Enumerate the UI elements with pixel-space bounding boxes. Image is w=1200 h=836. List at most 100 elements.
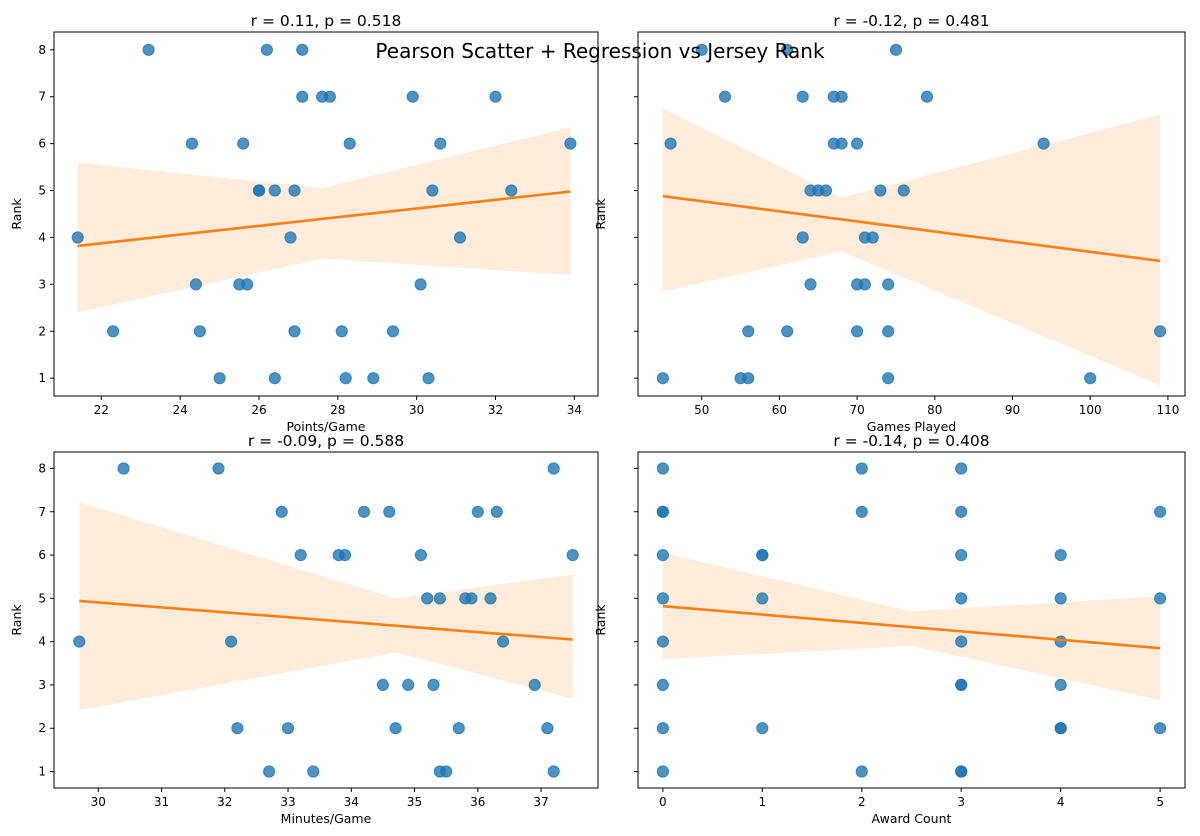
data-point	[955, 635, 968, 648]
x-tick-label: 33	[280, 795, 295, 809]
y-tick-label: 8	[38, 461, 46, 475]
data-point	[656, 592, 670, 605]
subplot-title: r = 0.11, p = 0.518	[251, 12, 402, 30]
data-point	[263, 765, 276, 778]
data-point	[296, 43, 309, 56]
axes-frame	[637, 451, 1186, 789]
data-point	[440, 765, 453, 778]
data-point	[241, 278, 254, 291]
data-point	[225, 635, 238, 648]
data-point	[656, 635, 670, 648]
data-point	[73, 635, 86, 648]
x-tick-label: 2	[858, 795, 866, 809]
data-point	[307, 765, 320, 778]
data-point	[323, 90, 336, 103]
x-tick-label: 30	[91, 795, 106, 809]
data-point	[497, 635, 510, 648]
data-point	[920, 90, 934, 103]
x-tick-label: 31	[154, 795, 169, 809]
x-tick-label: 24	[173, 403, 188, 417]
data-point	[71, 231, 84, 244]
x-tick-label: 28	[330, 403, 345, 417]
y-tick-label: 8	[38, 43, 46, 57]
data-point	[851, 137, 864, 150]
data-point	[882, 372, 895, 385]
y-tick-label: 7	[38, 90, 46, 104]
data-point	[452, 722, 465, 735]
data-point	[1154, 592, 1167, 605]
data-point	[756, 592, 769, 605]
subplot-4: 0 1 2 3 4 5 Award Count Rank r = -0.14, p = 0.40…	[593, 432, 1186, 826]
data-point	[231, 722, 244, 735]
data-point	[695, 43, 708, 56]
data-point	[275, 505, 288, 518]
data-point	[855, 765, 868, 778]
regression-line	[77, 190, 571, 248]
x-tick-label: 30	[409, 403, 424, 417]
data-point	[252, 184, 266, 197]
axes-frame	[53, 451, 599, 789]
data-point	[874, 184, 887, 197]
data-point	[117, 462, 130, 475]
data-point	[882, 278, 895, 291]
data-point	[796, 231, 809, 244]
data-point	[490, 505, 503, 518]
y-tick-label: 3	[38, 277, 46, 291]
data-point	[426, 184, 439, 197]
data-point	[564, 137, 577, 150]
data-point	[357, 505, 371, 518]
subplot-3: 30 31 32 33 34 35 36 3712345678Minutes/GameRank…	[9, 432, 599, 826]
data-point	[855, 505, 868, 518]
data-point	[484, 592, 497, 605]
data-point	[528, 678, 541, 692]
data-point	[656, 722, 670, 735]
data-point	[656, 765, 670, 778]
data-point	[1054, 549, 1067, 562]
x-tick-label: 0	[659, 795, 667, 809]
data-point	[1037, 137, 1050, 150]
data-point	[193, 325, 206, 338]
data-point	[656, 372, 670, 385]
data-point	[835, 137, 848, 150]
data-point	[427, 678, 440, 692]
y-tick-label: 6	[38, 137, 46, 151]
data-point	[288, 325, 301, 338]
x-tick-label: 5	[1156, 795, 1164, 809]
data-point	[189, 278, 202, 291]
data-point	[343, 137, 356, 150]
y-tick-label: 1	[38, 371, 46, 385]
figure-title: Pearson Scatter + Regression vs Jersey R…	[375, 39, 825, 63]
x-axis-label: Award Count	[872, 811, 952, 826]
x-tick-label: 4	[1057, 795, 1065, 809]
data-point	[955, 462, 968, 475]
data-point	[897, 184, 910, 197]
data-point	[889, 43, 903, 56]
data-point	[367, 372, 380, 385]
subplot-title: r = -0.09, p = 0.588	[248, 432, 404, 450]
data-point	[402, 678, 415, 692]
y-axis-label: Rank	[593, 198, 608, 230]
data-point	[547, 765, 560, 778]
regression-line	[79, 599, 573, 641]
y-tick-label: 5	[38, 591, 46, 605]
data-point	[718, 90, 732, 103]
data-point	[955, 505, 968, 518]
y-axis-label: Rank	[9, 604, 24, 636]
data-point	[1054, 592, 1067, 605]
data-point	[742, 372, 755, 385]
x-tick-label: 1	[758, 795, 766, 809]
x-tick-label: 34	[567, 403, 582, 417]
data-point	[756, 549, 769, 562]
data-point	[471, 505, 484, 518]
x-tick-label: 80	[927, 403, 942, 417]
data-point	[414, 278, 427, 291]
x-tick-label: 100	[1079, 403, 1102, 417]
data-point	[268, 372, 281, 385]
y-tick-label: 2	[38, 324, 46, 338]
x-tick-label: 22	[94, 403, 109, 417]
x-tick-label: 60	[772, 403, 787, 417]
regression-line	[662, 604, 1161, 650]
data-point	[656, 549, 670, 562]
y-tick-label: 2	[38, 721, 46, 735]
y-tick-label: 4	[38, 635, 46, 649]
